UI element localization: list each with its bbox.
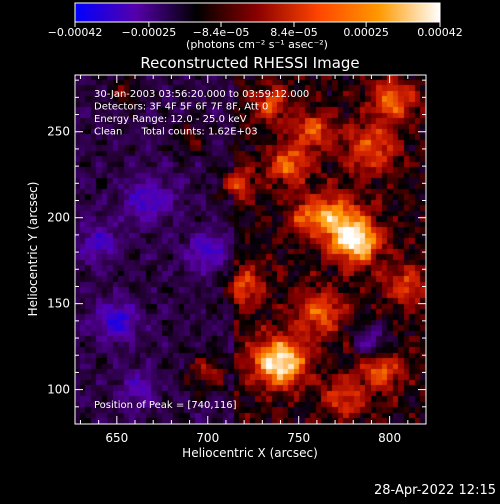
x-axis-label: Heliocentric X (arcsec) [182, 446, 318, 460]
y-tick-label: 250 [47, 125, 70, 139]
heatmap-container [75, 75, 426, 424]
annotations: 30-Jan-2003 03:56:20.000 to 03:59:12.000… [94, 89, 309, 138]
y-axis-label: Heliocentric Y (arcsec) [26, 182, 40, 317]
annotation-line: 30-Jan-2003 03:56:20.000 to 03:59:12.000 [94, 89, 309, 100]
x-tick-label: 700 [196, 431, 219, 445]
x-tick-label: 750 [287, 431, 310, 445]
colorbar-units-label: (photons cm⁻² s⁻¹ asec⁻²) [186, 38, 328, 51]
annotation-line: Detectors: 3F 4F 5F 6F 7F 8F, Att 0 [94, 102, 268, 113]
annotation-line: Clean Total counts: 1.62E+03 [94, 127, 258, 138]
x-tick-label: 800 [378, 431, 401, 445]
annotation-line: Energy Range: 12.0 - 25.0 keV [94, 114, 247, 125]
x-tick-label: 650 [105, 431, 128, 445]
colorbar-tick-label: 0.00042 [417, 26, 463, 39]
colorbar-bar [74, 2, 441, 23]
y-tick-label: 150 [47, 297, 70, 311]
chart-title: Reconstructed RHESSI Image [140, 54, 359, 72]
colorbar-tick-label: −8.4e−05 [193, 26, 250, 39]
y-tick-label: 100 [47, 383, 70, 397]
y-axis: 100 150 200 250 [47, 79, 426, 425]
heatmap-image[interactable] [75, 75, 426, 424]
colorbar-tick-label: 0.00025 [343, 26, 389, 39]
y-tick-label: 200 [47, 211, 70, 225]
colorbar: −0.00042 −0.00025 −8.4e−05 8.4e−05 0.00025 0.… [48, 2, 463, 51]
colorbar-tick-label: −0.00042 [48, 26, 103, 39]
footer-timestamp: 28-Apr-2022 12:15 [374, 483, 496, 498]
colorbar-tick-label: 8.4e−05 [270, 26, 317, 39]
colorbar-ticks: −0.00042 −0.00025 −8.4e−05 8.4e−05 0.00025 0.… [48, 22, 463, 39]
plot-frame [74, 74, 427, 425]
colorbar-tick-label: −0.00025 [122, 26, 177, 39]
x-axis: 650 700 750 800 [79, 75, 427, 445]
peak-position-label: Position of Peak = [740,116] [94, 400, 237, 411]
